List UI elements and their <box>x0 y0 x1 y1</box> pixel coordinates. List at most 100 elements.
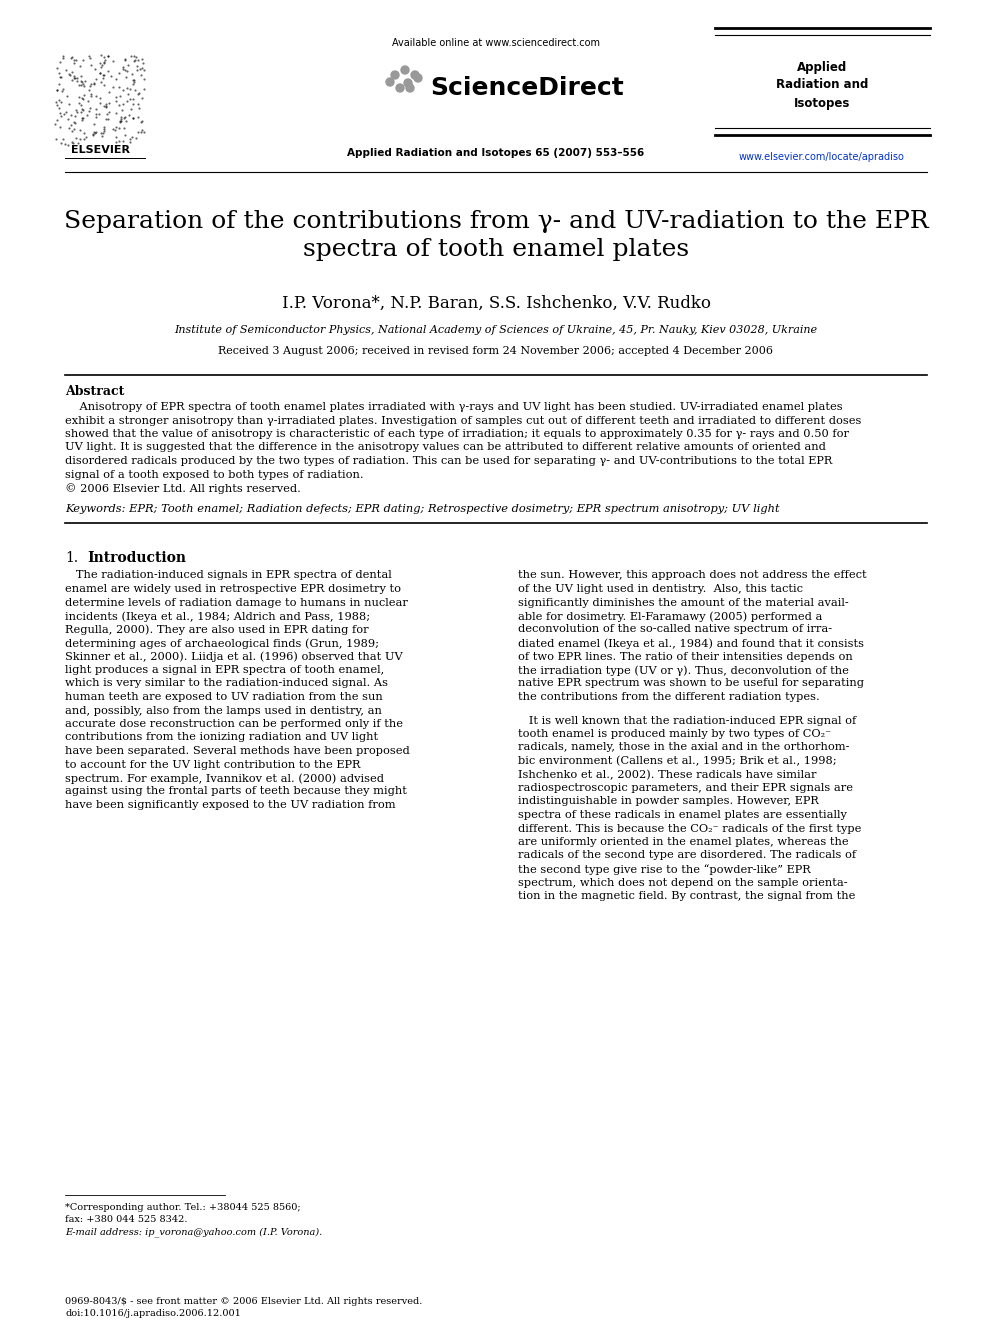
Text: contributions from the ionizing radiation and UV light: contributions from the ionizing radiatio… <box>65 733 378 742</box>
Point <box>68 102 84 123</box>
Text: human teeth are exposed to UV radiation from the sun: human teeth are exposed to UV radiation … <box>65 692 383 703</box>
Point <box>121 105 137 126</box>
Point <box>116 118 132 139</box>
Point <box>53 116 68 138</box>
Point <box>72 56 88 77</box>
Point <box>112 111 128 132</box>
Point <box>73 70 89 91</box>
Point <box>59 102 74 123</box>
Point <box>129 56 145 77</box>
Point <box>65 67 81 89</box>
Point <box>86 73 102 94</box>
Point <box>63 120 79 142</box>
Text: able for dosimetry. El-Faramawy (2005) performed a: able for dosimetry. El-Faramawy (2005) p… <box>518 611 822 622</box>
Point <box>99 46 115 67</box>
Point <box>118 67 134 89</box>
Circle shape <box>411 71 419 79</box>
Text: E-mail address: ip_vorona@yahoo.com (I.P. Vorona).: E-mail address: ip_vorona@yahoo.com (I.P… <box>65 1226 322 1237</box>
Point <box>117 49 133 70</box>
Point <box>136 69 152 90</box>
Point <box>64 132 80 153</box>
Text: incidents (Ikeya et al., 1984; Aldrich and Pass, 1988;: incidents (Ikeya et al., 1984; Aldrich a… <box>65 611 370 622</box>
Point <box>99 103 115 124</box>
Point <box>74 89 90 110</box>
Text: to account for the UV light contribution to the EPR: to account for the UV light contribution… <box>65 759 360 770</box>
Text: are uniformly oriented in the enamel plates, whereas the: are uniformly oriented in the enamel pla… <box>518 837 848 847</box>
Point <box>124 98 140 119</box>
Point <box>105 77 121 98</box>
Point <box>53 91 68 112</box>
Point <box>82 48 98 69</box>
Point <box>79 90 95 111</box>
Point <box>76 128 92 149</box>
Text: I.P. Vorona*, N.P. Baran, S.S. Ishchenko, V.V. Rudko: I.P. Vorona*, N.P. Baran, S.S. Ishchenko… <box>282 295 710 312</box>
Point <box>131 107 147 128</box>
Point <box>101 81 117 102</box>
Point <box>49 79 64 101</box>
Text: tion in the magnetic field. By contrast, the signal from the: tion in the magnetic field. By contrast,… <box>518 890 855 901</box>
Point <box>86 122 102 143</box>
Text: Separation of the contributions from γ- and UV-radiation to the EPR
spectra of t: Separation of the contributions from γ- … <box>63 210 929 262</box>
Point <box>98 94 114 115</box>
Point <box>108 131 124 152</box>
Point <box>49 57 64 78</box>
Point <box>117 106 133 127</box>
Point <box>98 97 114 118</box>
Point <box>130 49 146 70</box>
Point <box>48 128 63 149</box>
Point <box>111 130 127 151</box>
Point <box>117 49 133 70</box>
Point <box>110 77 126 98</box>
Point <box>112 85 128 106</box>
Point <box>101 102 117 123</box>
Point <box>80 79 96 101</box>
Point <box>81 97 97 118</box>
Point <box>115 94 131 115</box>
Point <box>96 53 112 74</box>
Point <box>66 49 82 70</box>
Point <box>101 93 117 114</box>
Point <box>60 86 75 107</box>
Point <box>119 77 135 98</box>
Point <box>134 119 150 140</box>
Point <box>79 105 95 126</box>
Text: the irradiation type (UV or γ). Thus, deconvolution of the: the irradiation type (UV or γ). Thus, de… <box>518 665 849 676</box>
Point <box>122 131 138 152</box>
Text: accurate dose reconstruction can be performed only if the: accurate dose reconstruction can be perf… <box>65 718 403 729</box>
Point <box>81 75 97 97</box>
Point <box>61 134 76 155</box>
Point <box>96 46 112 67</box>
Text: indistinguishable in powder samples. However, EPR: indistinguishable in powder samples. How… <box>518 796 818 807</box>
Point <box>96 52 112 73</box>
Point <box>97 49 113 70</box>
Point <box>69 70 85 91</box>
Text: Anisotropy of EPR spectra of tooth enamel plates irradiated with γ-rays and UV l: Anisotropy of EPR spectra of tooth ename… <box>65 402 842 411</box>
Point <box>74 107 90 128</box>
Point <box>111 94 127 115</box>
Circle shape <box>414 74 422 82</box>
Point <box>92 87 108 108</box>
Point <box>52 89 67 110</box>
Text: tooth enamel is produced mainly by two types of CO₂⁻: tooth enamel is produced mainly by two t… <box>518 729 831 740</box>
Point <box>122 89 138 110</box>
Text: have been significantly exposed to the UV radiation from: have been significantly exposed to the U… <box>65 800 396 810</box>
Point <box>54 105 69 126</box>
Text: Received 3 August 2006; received in revised form 24 November 2006; accepted 4 De: Received 3 August 2006; received in revi… <box>218 347 774 356</box>
Point <box>67 112 83 134</box>
Text: showed that the value of anisotropy is characteristic of each type of irradiatio: showed that the value of anisotropy is c… <box>65 429 849 439</box>
Point <box>125 107 141 128</box>
Point <box>54 81 69 102</box>
Point <box>64 69 80 90</box>
Point <box>74 107 90 128</box>
Point <box>111 118 127 139</box>
Text: the sun. However, this approach does not address the effect: the sun. However, this approach does not… <box>518 570 867 581</box>
Point <box>68 128 84 149</box>
Text: exhibit a stronger anisotropy than γ-irradiated plates. Investigation of samples: exhibit a stronger anisotropy than γ-irr… <box>65 415 861 426</box>
Point <box>73 102 89 123</box>
Point <box>56 45 71 66</box>
Point <box>129 60 145 81</box>
Text: Introduction: Introduction <box>87 550 186 565</box>
Text: ScienceDirect: ScienceDirect <box>430 75 624 101</box>
Point <box>96 120 112 142</box>
Point <box>134 110 150 131</box>
